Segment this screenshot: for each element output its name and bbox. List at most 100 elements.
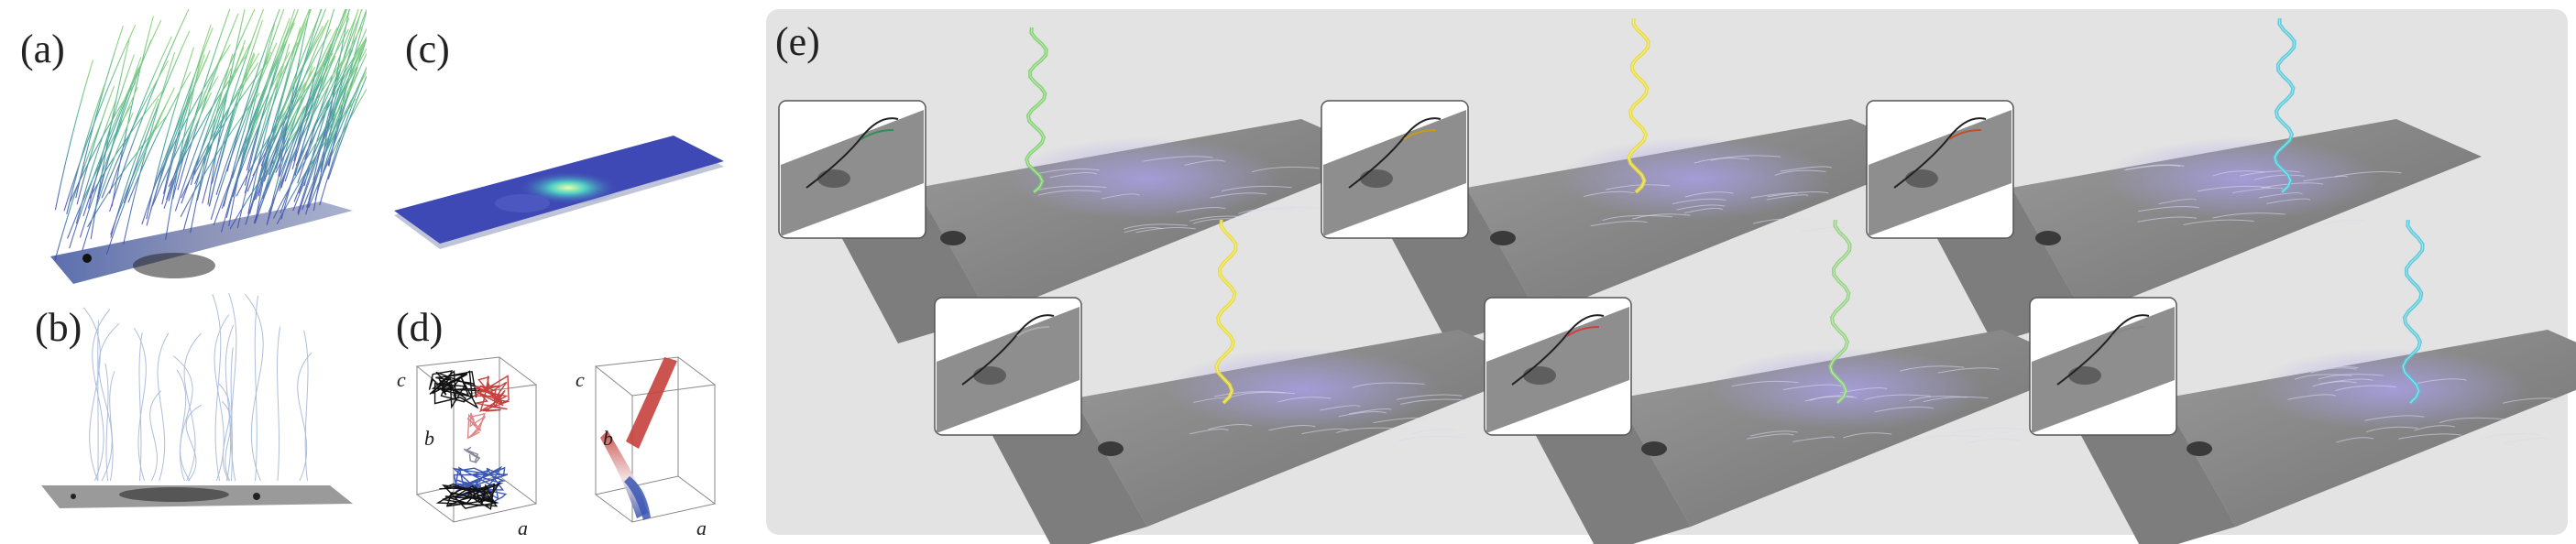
streamline xyxy=(275,56,346,173)
surface-streak xyxy=(1809,395,1854,401)
surface-streak xyxy=(1301,428,1349,435)
surface-streak xyxy=(2336,437,2374,443)
axis-label-b-right: b xyxy=(603,427,613,450)
streamline xyxy=(277,326,281,482)
streamline xyxy=(292,80,356,212)
inset-terrain xyxy=(1323,110,1466,236)
surface-streak xyxy=(1352,382,1425,388)
surface-streak xyxy=(1952,427,2022,434)
streamline xyxy=(295,36,367,166)
surface-streak xyxy=(1373,417,1425,424)
streamline xyxy=(280,26,362,213)
surface-streak xyxy=(1251,206,1318,213)
surface-streak xyxy=(1208,424,1253,430)
vortex-column-highlight xyxy=(1829,219,1851,404)
inset-shadow xyxy=(817,169,850,188)
surface-streak xyxy=(2318,374,2384,380)
streamline xyxy=(320,9,350,173)
inset-trajectory xyxy=(961,314,1055,386)
surface-streak xyxy=(1632,213,1691,220)
streamline xyxy=(75,25,124,199)
inset-trajectory xyxy=(1511,314,1605,386)
vortex-column-highlight xyxy=(2274,17,2296,193)
flow-glow xyxy=(1166,348,1441,430)
surface-streak xyxy=(1782,384,1842,390)
surface-streak xyxy=(1189,429,1229,435)
inset-shadow xyxy=(1360,169,1393,188)
streamline xyxy=(183,332,202,482)
panel-b-streamline-figure xyxy=(37,293,367,522)
streamline xyxy=(110,100,169,235)
surface-streak xyxy=(1710,155,1781,161)
vortex-column-highlight xyxy=(1215,219,1237,404)
streamline xyxy=(211,52,255,184)
surface-streak xyxy=(2261,182,2324,189)
surface-streak xyxy=(1747,433,1794,440)
ground-plane xyxy=(50,201,353,284)
surface-streak xyxy=(1349,408,1392,415)
trajectory xyxy=(463,446,481,463)
streamline xyxy=(308,88,367,208)
streamline xyxy=(305,67,358,215)
crater xyxy=(1490,231,1516,245)
surface-streak xyxy=(1684,191,1734,198)
surface-streak xyxy=(1766,194,1809,201)
streamline-bundle xyxy=(82,293,312,482)
surface-streak xyxy=(1338,411,1387,418)
streamline xyxy=(246,9,300,171)
crater xyxy=(2035,231,2061,245)
streamline xyxy=(108,36,172,194)
flow-glow xyxy=(2103,137,2378,220)
surface-streak xyxy=(1176,206,1226,213)
streamline xyxy=(123,51,176,245)
streamline xyxy=(87,54,135,209)
streamline xyxy=(109,371,115,482)
trajectory xyxy=(472,375,510,413)
surface-streak xyxy=(1398,435,1466,442)
inset-shadow xyxy=(1905,169,1938,188)
surface-streak xyxy=(1923,396,1989,403)
streamline xyxy=(127,71,192,203)
streamline xyxy=(223,9,285,207)
surface-streak xyxy=(1606,184,1671,190)
streamline xyxy=(221,22,296,209)
render-case xyxy=(1484,219,2088,544)
streamline xyxy=(109,9,190,212)
surface-streak xyxy=(1193,218,1250,224)
surface-streak xyxy=(1238,208,1295,214)
surface-streak xyxy=(2505,437,2549,444)
surface-streak xyxy=(2414,378,2467,385)
surface-streak xyxy=(1189,215,1252,222)
surface-streak xyxy=(1731,380,1799,387)
axis-label-c-left: c xyxy=(397,368,406,391)
streamline xyxy=(247,76,298,217)
streamline xyxy=(163,92,213,209)
streamline xyxy=(319,65,367,206)
inset-shadow xyxy=(2068,366,2101,385)
streamline xyxy=(185,404,203,482)
streamline xyxy=(63,24,137,212)
streamline xyxy=(82,19,162,217)
surface-streak xyxy=(2212,170,2266,177)
streamline xyxy=(297,49,354,184)
surface-streak xyxy=(1583,190,1635,198)
panel-label-e: (e) xyxy=(775,19,820,64)
streamline xyxy=(327,37,367,166)
crater xyxy=(2187,441,2212,456)
flow-glow xyxy=(1008,137,1283,220)
render-case xyxy=(2029,219,2576,544)
surface-streak xyxy=(2138,205,2199,212)
surface-streak xyxy=(2258,192,2303,199)
flow-glow xyxy=(2254,348,2529,430)
surface-streak xyxy=(1792,436,1835,442)
streamline xyxy=(213,51,290,225)
surface-streak xyxy=(1590,220,1648,227)
streamline xyxy=(168,52,248,188)
streamline xyxy=(255,27,338,223)
streamline-bundle xyxy=(54,9,367,261)
streamline xyxy=(157,332,170,482)
panel-label-b: (b) xyxy=(35,305,82,350)
inset-trajectory-tail xyxy=(1948,129,1982,140)
surface-streak xyxy=(1749,430,1798,437)
